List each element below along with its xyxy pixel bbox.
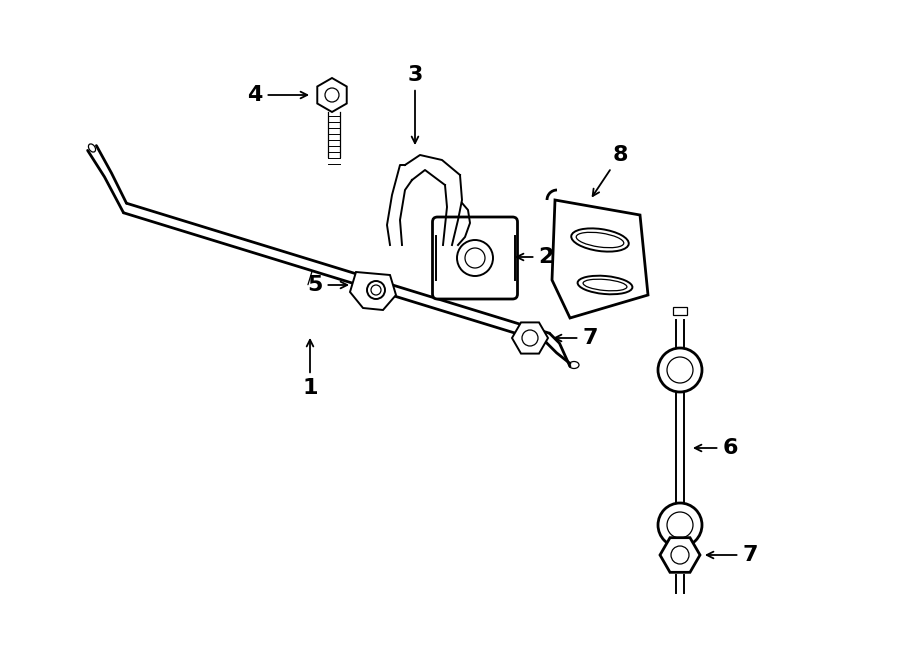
Text: 2: 2 bbox=[517, 247, 554, 267]
Text: 8: 8 bbox=[593, 145, 628, 196]
Text: 7: 7 bbox=[706, 545, 758, 565]
Polygon shape bbox=[318, 78, 346, 112]
Circle shape bbox=[367, 281, 385, 299]
Circle shape bbox=[658, 503, 702, 547]
Text: 6: 6 bbox=[695, 438, 738, 458]
Polygon shape bbox=[660, 537, 700, 572]
Polygon shape bbox=[552, 200, 648, 318]
Bar bbox=[673, 307, 687, 315]
Text: 7: 7 bbox=[554, 328, 598, 348]
Text: 4: 4 bbox=[248, 85, 307, 105]
Polygon shape bbox=[350, 272, 396, 310]
Text: 1: 1 bbox=[302, 340, 318, 398]
Text: 3: 3 bbox=[408, 65, 423, 143]
Polygon shape bbox=[512, 323, 548, 354]
Text: 5: 5 bbox=[307, 275, 347, 295]
Circle shape bbox=[658, 348, 702, 392]
FancyBboxPatch shape bbox=[433, 217, 518, 299]
